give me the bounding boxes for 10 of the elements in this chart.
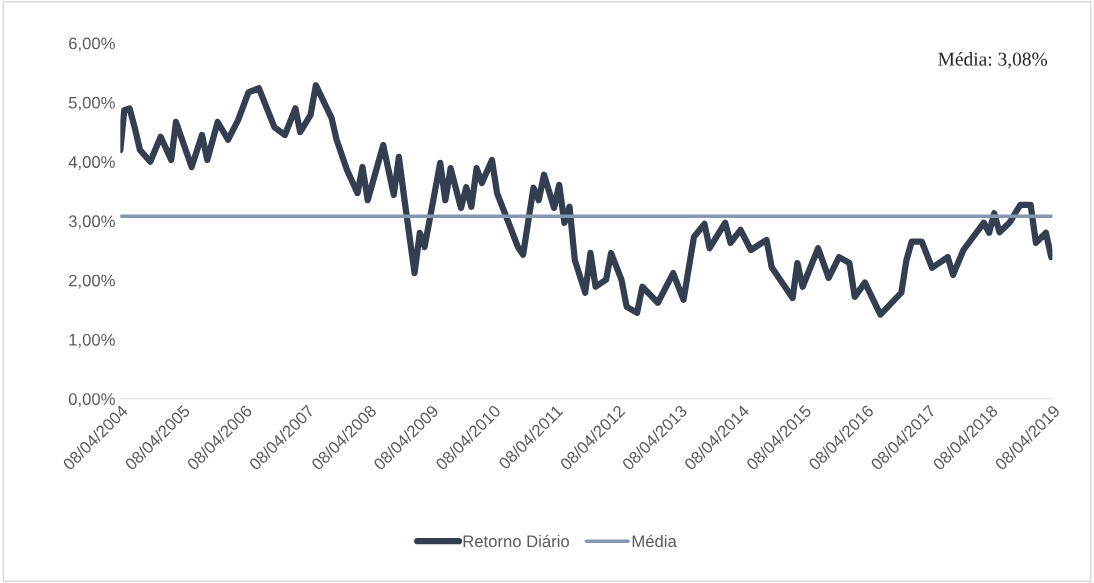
legend-label: Média bbox=[632, 534, 677, 548]
y-tick-label: 1,00% bbox=[69, 333, 115, 348]
y-tick-label: 6,00% bbox=[69, 37, 115, 52]
annotation: Média: 3,08% bbox=[938, 52, 1048, 69]
y-tick-label: 2,00% bbox=[69, 274, 115, 289]
legend-label: Retorno Diário bbox=[463, 534, 569, 548]
y-tick-label: 0,00% bbox=[68, 393, 115, 407]
y-tick-label: 5,00% bbox=[68, 96, 115, 111]
y-tick-label: 4,00% bbox=[68, 156, 115, 170]
y-tick-label: 3,00% bbox=[68, 215, 115, 230]
